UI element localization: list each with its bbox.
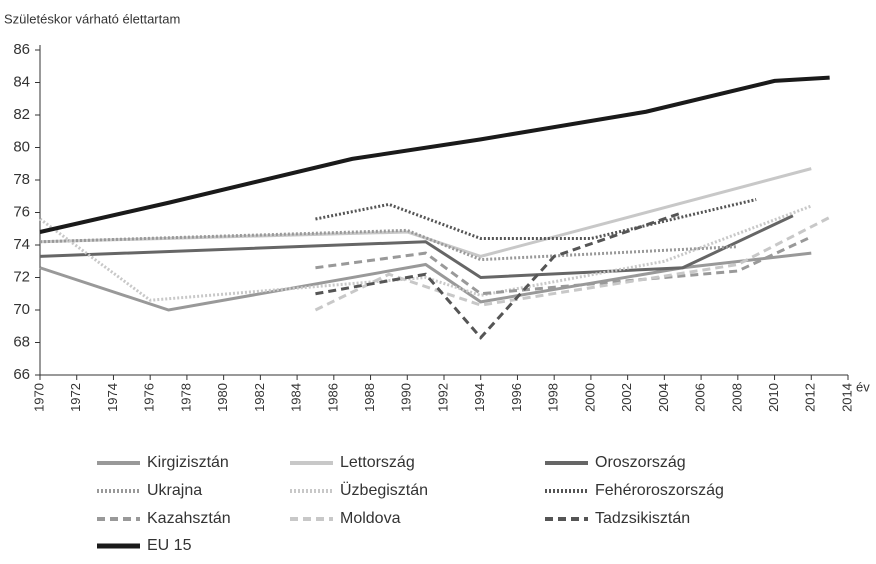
x-tick-label: 1998 bbox=[546, 383, 561, 412]
x-tick-label: 1976 bbox=[142, 383, 157, 412]
x-tick-label: 2006 bbox=[693, 383, 708, 412]
y-tick-label: 80 bbox=[13, 138, 30, 155]
y-tick-label: 82 bbox=[13, 106, 30, 123]
legend-label: Ukrajna bbox=[147, 482, 202, 499]
legend-label: Oroszország bbox=[595, 454, 686, 471]
x-axis-label: év bbox=[856, 379, 870, 394]
x-tick-label: 2012 bbox=[803, 383, 818, 412]
legend-label: Kirgizisztán bbox=[147, 454, 229, 471]
x-tick-label: 1994 bbox=[472, 383, 487, 412]
legend-label: EU 15 bbox=[147, 537, 192, 554]
x-tick-label: 1974 bbox=[105, 383, 120, 412]
y-tick-label: 86 bbox=[13, 41, 30, 58]
y-tick-label: 78 bbox=[13, 171, 30, 188]
series-line bbox=[315, 211, 684, 340]
x-tick-label: 1992 bbox=[435, 383, 450, 412]
y-axis-label: Születéskor várható élettartam bbox=[4, 11, 180, 26]
legend-label: Fehéroroszország bbox=[595, 482, 724, 499]
legend-label: Moldova bbox=[340, 510, 401, 527]
x-tick-label: 1982 bbox=[252, 383, 267, 412]
y-tick-label: 66 bbox=[13, 366, 30, 383]
x-tick-label: 2000 bbox=[582, 383, 597, 412]
legend-label: Kazahsztán bbox=[147, 510, 231, 527]
series-line bbox=[39, 228, 738, 262]
x-tick-label: 2002 bbox=[619, 383, 634, 412]
series-line bbox=[39, 214, 794, 280]
y-tick-label: 74 bbox=[13, 236, 30, 253]
y-tick-label: 70 bbox=[13, 301, 30, 318]
series-line bbox=[39, 75, 830, 234]
series-line bbox=[314, 216, 831, 312]
x-tick-label: 1972 bbox=[68, 383, 83, 412]
x-tick-label: 1996 bbox=[509, 383, 524, 412]
legend-label: Üzbegisztán bbox=[340, 481, 428, 499]
x-tick-label: 2004 bbox=[656, 383, 671, 412]
x-tick-label: 1986 bbox=[325, 383, 340, 412]
x-tick-label: 1970 bbox=[31, 383, 46, 412]
x-tick-label: 2008 bbox=[729, 383, 744, 412]
legend-label: Tadzsikisztán bbox=[595, 510, 690, 527]
series-line bbox=[39, 167, 812, 258]
series-line bbox=[315, 198, 757, 240]
x-tick-label: 2010 bbox=[766, 383, 781, 412]
series-line bbox=[39, 204, 812, 302]
x-tick-label: 1984 bbox=[289, 383, 304, 412]
series-line bbox=[315, 235, 812, 296]
y-tick-label: 84 bbox=[13, 73, 30, 90]
legend-label: Lettország bbox=[340, 454, 415, 471]
series-line bbox=[39, 251, 812, 312]
x-tick-label: 1980 bbox=[215, 383, 230, 412]
x-tick-label: 2014 bbox=[839, 383, 854, 412]
x-tick-label: 1990 bbox=[399, 383, 414, 412]
y-tick-label: 76 bbox=[13, 203, 30, 220]
y-tick-label: 68 bbox=[13, 333, 30, 350]
x-tick-label: 1988 bbox=[362, 383, 377, 412]
y-tick-label: 72 bbox=[13, 268, 30, 285]
x-tick-label: 1978 bbox=[178, 383, 193, 412]
